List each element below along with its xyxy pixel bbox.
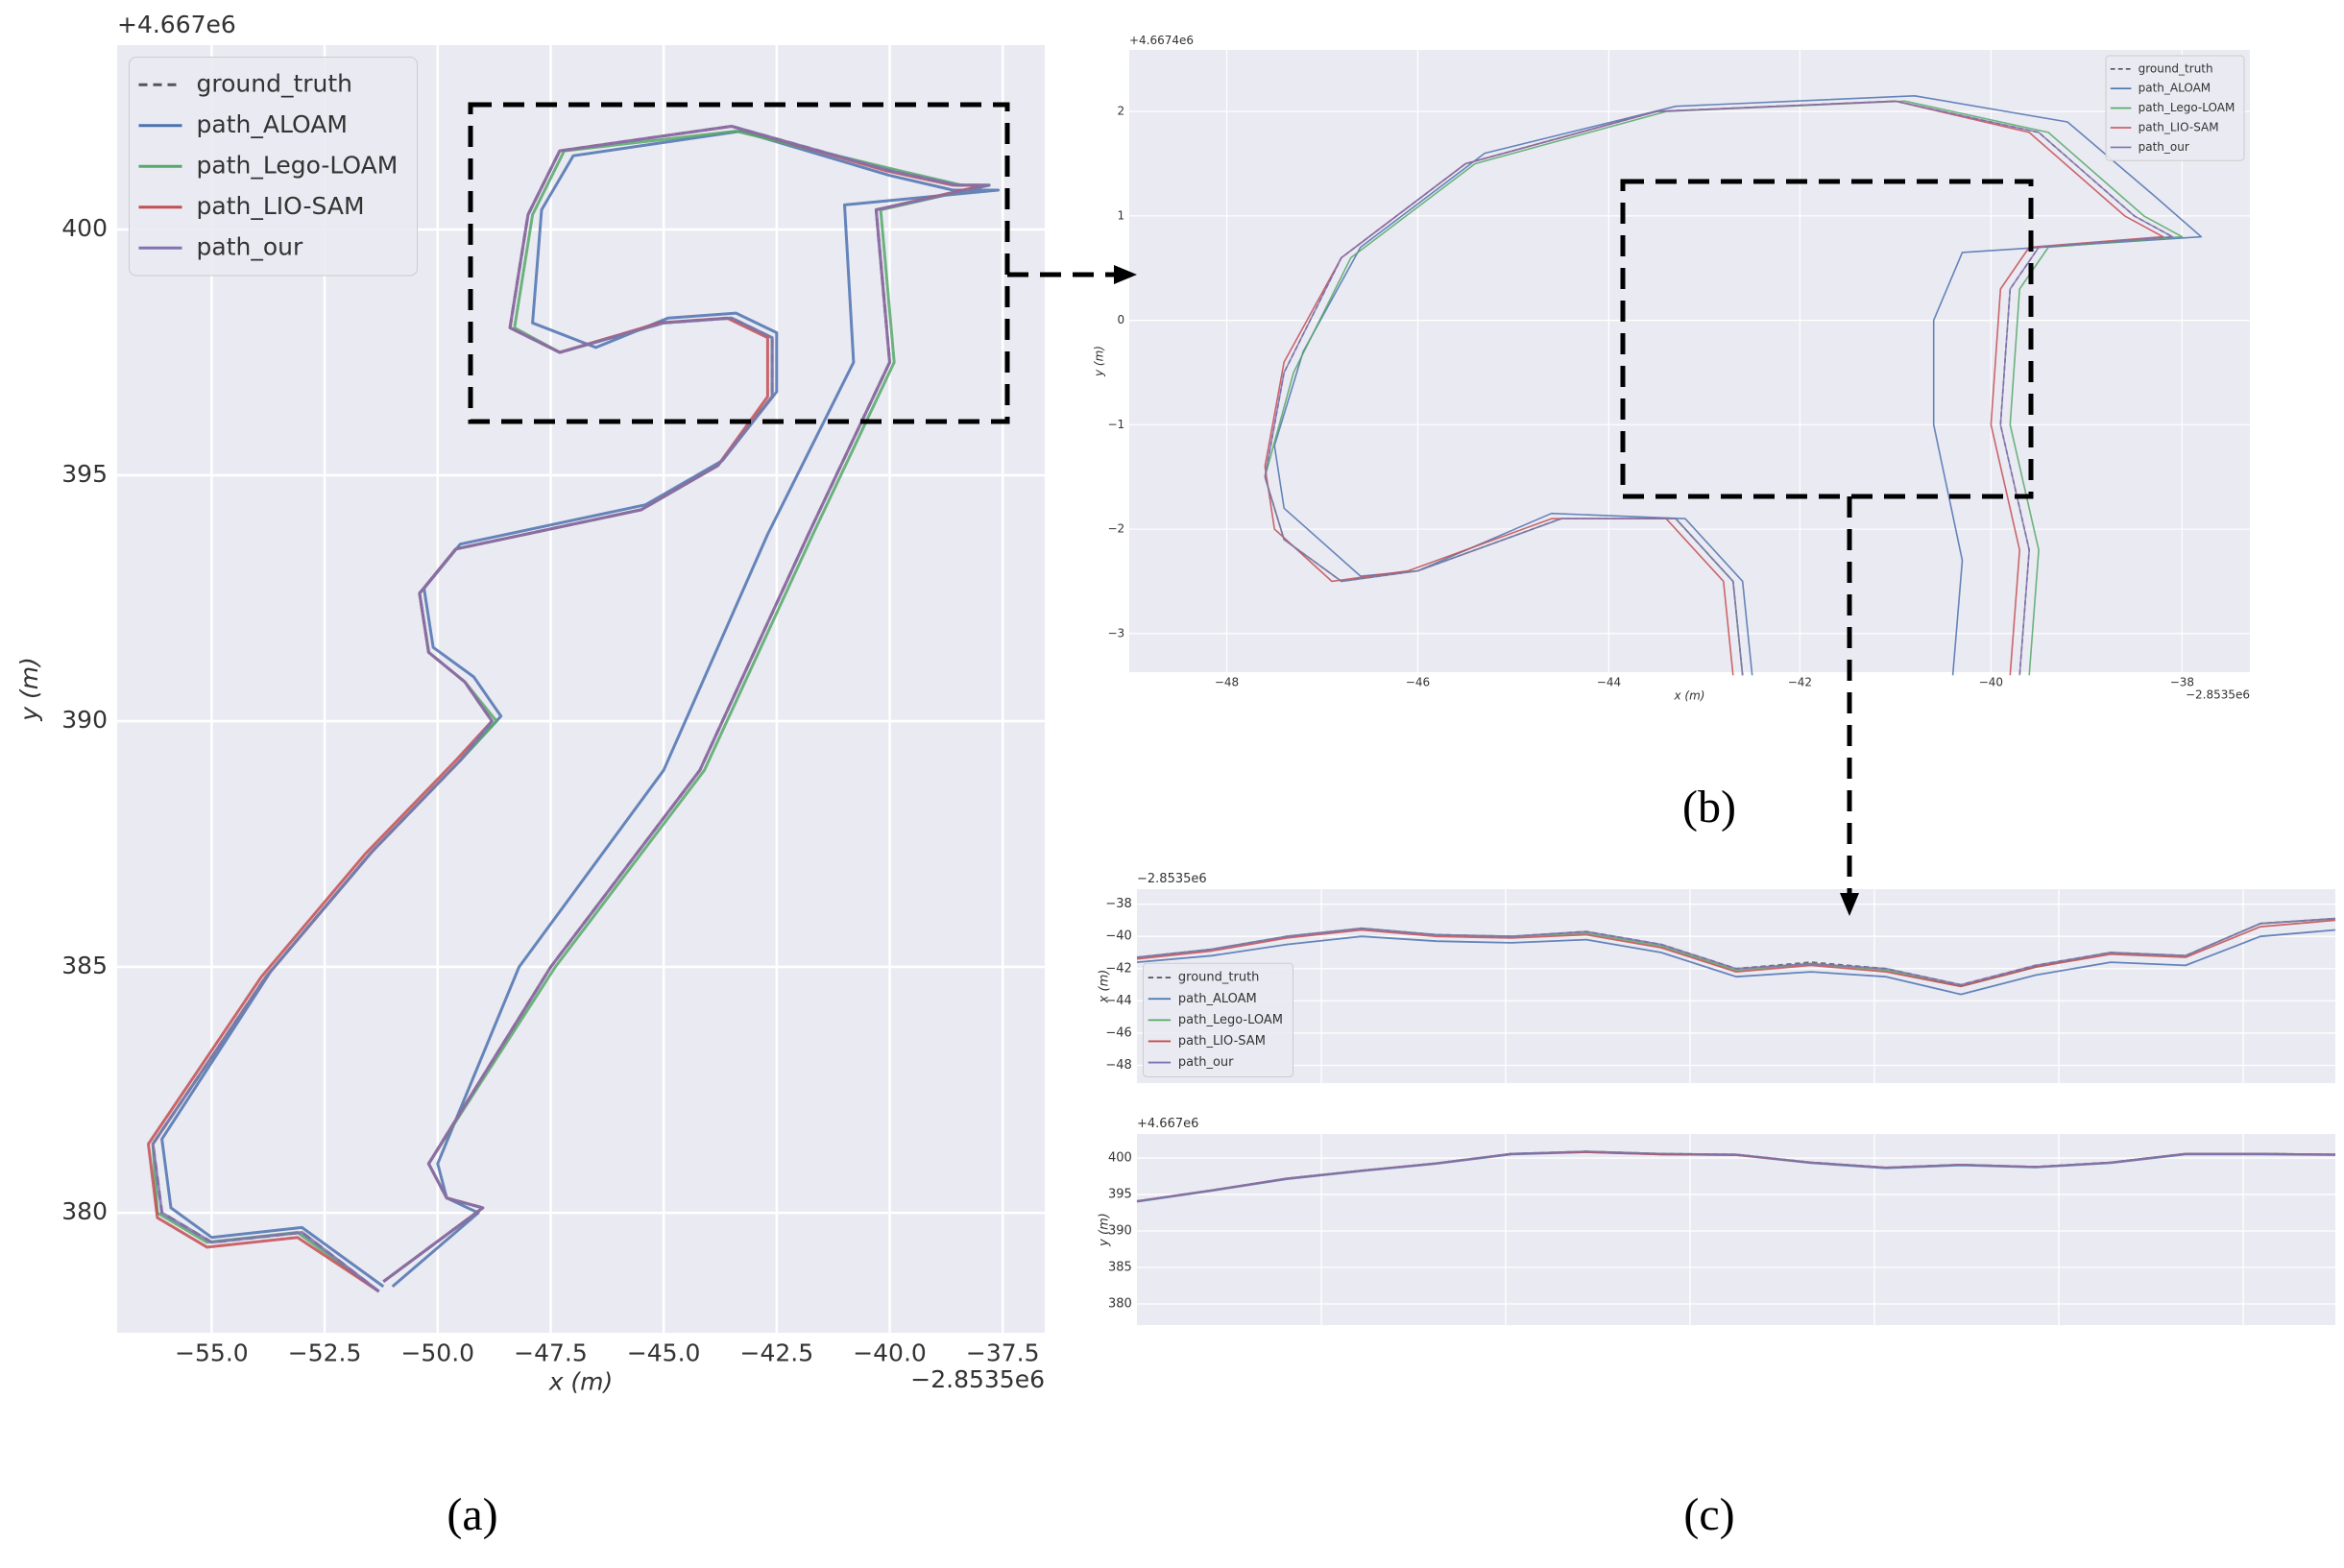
charts: 380 385 390 395 400 −55.0 −52.5 −50.0 −47.5 −45.0… xyxy=(15,11,2336,1396)
y-tick-label: −1 xyxy=(1107,418,1124,431)
y-tick-label: −42 xyxy=(1105,961,1131,976)
y-tick-label: −46 xyxy=(1105,1025,1131,1040)
panel-label: (a) xyxy=(447,1489,497,1540)
y-tick-label: −3 xyxy=(1107,626,1124,639)
zoom-box xyxy=(468,102,1010,424)
x-tick-label: −50.0 xyxy=(400,1339,474,1367)
y-tick-label: −38 xyxy=(1105,897,1131,911)
chart: 380 385 390 395 400 y (m) +4.667e6 xyxy=(1098,1117,2336,1325)
x-tick-label: −52.5 xyxy=(288,1339,362,1367)
y-tick-label: 385 xyxy=(1108,1260,1132,1274)
x-tick-label: −55.0 xyxy=(175,1339,249,1367)
legend-box xyxy=(2105,55,2245,161)
y-offset-label: +4.667e6 xyxy=(117,11,236,38)
legend-label: path_LIO-SAM xyxy=(2139,121,2219,134)
panel-label: (b) xyxy=(1682,782,1736,832)
plot-area xyxy=(1129,50,2250,672)
x-tick-label: −42 xyxy=(1788,675,1812,688)
legend: ground_truth path_ALOAM path_Lego-LOAMpath… xyxy=(1143,962,1293,1078)
arrow-head xyxy=(1114,265,1137,284)
x-tick-label: −37.5 xyxy=(966,1339,1040,1367)
y-tick-label: 380 xyxy=(1108,1296,1132,1311)
y-axis-label: y (m) xyxy=(1092,346,1105,377)
legend-label: ground_truth xyxy=(197,69,353,97)
legend-label: path_our xyxy=(1178,1055,1234,1070)
chart: −38 −40 −42 −44 −46 −48 x (m) −2.8535e6 ground_t… xyxy=(1098,872,2336,1083)
y-tick-label: 380 xyxy=(61,1197,108,1225)
y-offset-label: +4.6674e6 xyxy=(1129,34,1194,47)
y-axis-label: x (m) xyxy=(1098,970,1112,1004)
legend-box xyxy=(1143,962,1293,1078)
x-tick-label: −46 xyxy=(1406,675,1430,688)
legend-label: path_our xyxy=(2139,140,2189,154)
legend: ground_truth path_ALOAM path_Lego-LOAMpath… xyxy=(129,57,418,277)
y-offset-label: +4.667e6 xyxy=(1137,1117,1198,1131)
x-tick-label: −40 xyxy=(1979,675,2003,688)
series-line xyxy=(1136,917,2336,986)
chart: 380 385 390 395 400 −55.0 −52.5 −50.0 −47.5 −45.0… xyxy=(15,11,1045,1396)
legend-box xyxy=(129,57,418,277)
y-tick-label: 395 xyxy=(61,460,108,488)
legend-label: path_Lego-LOAM xyxy=(2139,101,2235,114)
x-offset-label: −2.8535e6 xyxy=(2186,688,2250,702)
x-tick-label: −47.5 xyxy=(514,1339,588,1367)
y-tick-label: 395 xyxy=(1108,1188,1132,1202)
legend-label: path_ALOAM xyxy=(2139,82,2211,95)
zoom-box xyxy=(1620,179,2034,499)
x-tick-label: −38 xyxy=(2170,675,2194,688)
x-tick-label: −45.0 xyxy=(627,1339,701,1367)
legend: ground_truth path_ALOAM path_Lego-LOAMpath… xyxy=(2105,55,2245,161)
y-tick-label: 390 xyxy=(1108,1224,1132,1239)
y-tick-label: 400 xyxy=(61,214,108,242)
chart: −3 −2 −1 0 1 2 −48 −46 −44 −42 −40 −38 x (m) −2.8535e… xyxy=(1092,34,2250,703)
series-line xyxy=(1264,100,2174,676)
panel-label: (c) xyxy=(1683,1489,1734,1540)
legend-label: ground_truth xyxy=(2139,61,2213,75)
plot-area xyxy=(1137,889,2335,1083)
x-axis-label: x (m) xyxy=(548,1368,614,1396)
zoom-annotations xyxy=(468,102,2034,893)
series-line xyxy=(1273,95,2203,676)
series-line xyxy=(1136,919,2336,988)
legend-label: path_ALOAM xyxy=(197,110,348,138)
x-tick-label: −48 xyxy=(1215,675,1239,688)
y-tick-label: 1 xyxy=(1118,208,1125,222)
x-tick-label: −44 xyxy=(1597,675,1621,688)
legend-label: path_LIO-SAM xyxy=(1178,1034,1266,1049)
y-tick-label: −48 xyxy=(1105,1058,1131,1073)
y-tick-label: −44 xyxy=(1105,994,1131,1008)
legend-label: ground_truth xyxy=(1178,971,1260,985)
legend-label: path_Lego-LOAM xyxy=(197,151,399,179)
x-offset-label: −2.8535e6 xyxy=(910,1365,1045,1393)
y-tick-label: 2 xyxy=(1118,105,1125,118)
legend-label: path_ALOAM xyxy=(1178,992,1257,1006)
y-offset-label: −2.8535e6 xyxy=(1137,872,1207,886)
y-tick-label: 400 xyxy=(1108,1151,1132,1166)
legend-label: path_LIO-SAM xyxy=(197,192,365,220)
y-tick-label: 385 xyxy=(61,952,108,979)
series-line xyxy=(1136,1150,2336,1202)
legend-label: path_our xyxy=(197,232,303,260)
arrow-head xyxy=(1840,893,1859,916)
plot-area xyxy=(1137,1134,2335,1325)
legend-label: path_Lego-LOAM xyxy=(1178,1013,1283,1027)
y-axis-label: y (m) xyxy=(1098,1213,1112,1247)
y-axis-label: y (m) xyxy=(15,657,43,722)
x-tick-label: −42.5 xyxy=(740,1339,814,1367)
x-axis-label: x (m) xyxy=(1674,689,1705,703)
y-tick-label: 390 xyxy=(61,706,108,734)
x-tick-label: −40.0 xyxy=(853,1339,927,1367)
y-tick-label: −2 xyxy=(1107,522,1124,536)
series-line xyxy=(1136,929,2336,996)
y-tick-label: −40 xyxy=(1105,929,1131,944)
y-tick-label: 0 xyxy=(1118,313,1125,326)
series-line xyxy=(151,125,991,1293)
